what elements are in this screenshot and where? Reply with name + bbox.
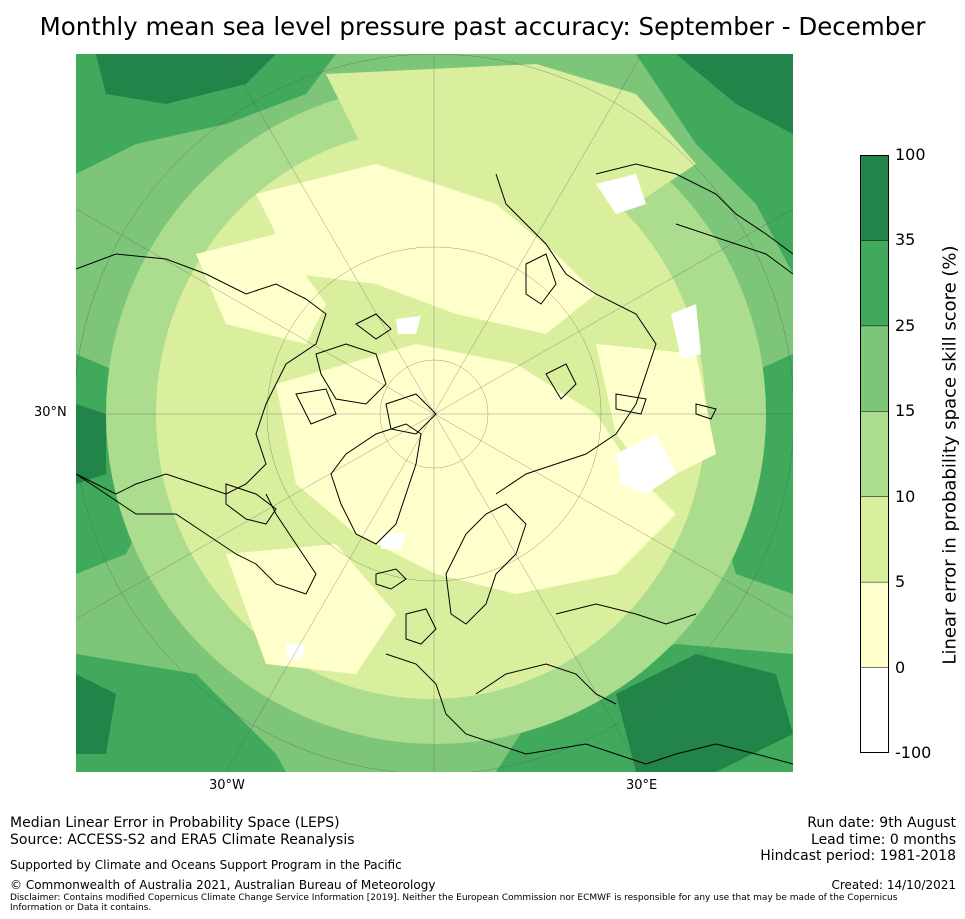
footer-run-date: Run date: 9th August [807,815,956,831]
footer-support: Supported by Climate and Oceans Support … [10,858,402,872]
footer-lead-time: Lead time: 0 months [811,832,956,848]
polar-skill-map [76,54,793,772]
colorbar [860,155,889,753]
colorbar-frame [860,155,889,753]
coastlines [76,163,793,765]
lon-label-30w: 30°W [209,778,245,793]
lat-label-30n: 30°N [34,405,67,420]
colorbar-tick-label: 35 [895,230,916,250]
footer-created: Created: 14/10/2021 [831,878,956,892]
footer-method: Median Linear Error in Probability Space… [10,815,340,831]
lon-label-30e: 30°E [626,778,658,793]
map-title: Monthly mean sea level pressure past acc… [39,12,926,41]
footer-disclaimer-1: Disclaimer: Contains modified Copernicus… [10,893,898,903]
colorbar-band [860,411,889,498]
colorbar-label-text: Linear error in probability space skill … [939,245,961,665]
skill-shading-darkest [76,54,793,772]
colorbar-band [860,496,889,583]
footer-hindcast: Hindcast period: 1981-2018 [760,848,956,864]
colorbar-tick-label: 5 [895,572,906,592]
colorbar-band [860,325,889,412]
footer-disclaimer-2: Information or Data it contains. [10,903,152,913]
colorbar-band [860,240,889,327]
footer-copyright: © Commonwealth of Australia 2021, Austra… [10,878,436,892]
colorbar-tick-label: 100 [895,145,926,164]
colorbar-band [860,581,889,669]
graticule [76,54,793,772]
colorbar-tick-label: 0 [895,657,906,677]
colorbar-tick-label: 25 [895,315,916,335]
colorbar-band [860,155,889,241]
colorbar-band [860,667,889,753]
footer-source: Source: ACCESS-S2 and ERA5 Climate Reana… [10,832,355,848]
colorbar-tick-label: -100 [895,743,932,762]
colorbar-tick-label: 10 [895,486,916,506]
colorbar-tick-label: 15 [895,401,916,421]
